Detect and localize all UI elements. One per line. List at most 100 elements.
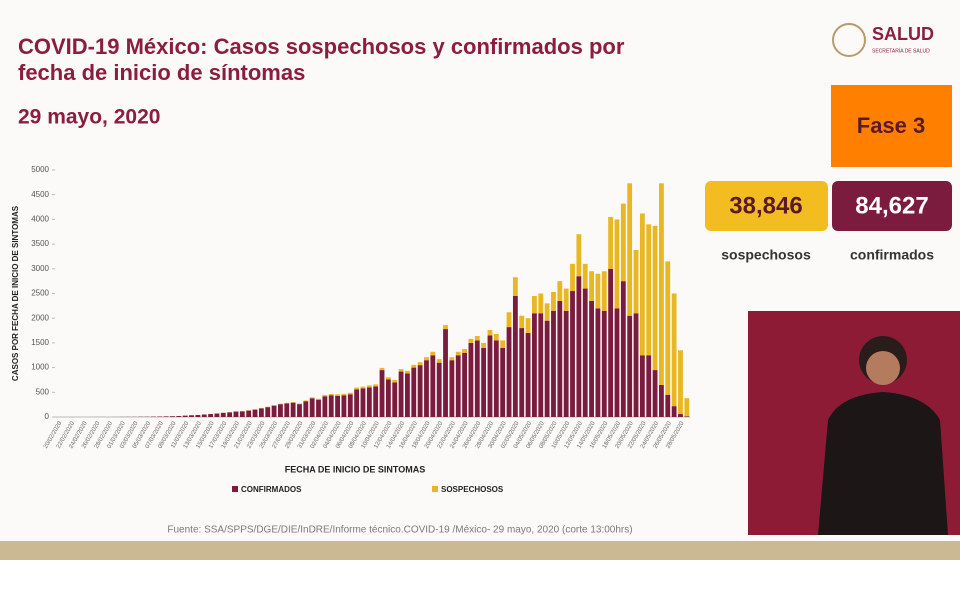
bar-segment <box>608 216 614 269</box>
bar-segment <box>500 347 506 417</box>
bar-segment <box>455 355 461 417</box>
bar-segment <box>506 312 512 328</box>
bar-segment <box>570 263 575 292</box>
confirmados-label: confirmados <box>850 247 934 263</box>
bar-segment <box>328 395 334 417</box>
bar-segment <box>665 394 671 417</box>
confirmados-total: 84,627 <box>855 192 928 219</box>
bar-segment <box>398 369 404 372</box>
bar-segment <box>417 365 423 417</box>
y-tick-label: 500 <box>36 387 50 396</box>
y-tick-label: 1500 <box>31 338 49 347</box>
legend-label: SOSPECHOSOS <box>441 485 504 494</box>
y-tick-label: 3500 <box>31 239 49 248</box>
bar-segment <box>576 276 582 417</box>
logo-emblem <box>832 23 866 57</box>
bar-segment <box>316 398 321 400</box>
bar-segment <box>576 234 582 277</box>
bar-segment <box>385 379 391 417</box>
bar-segment <box>436 359 442 363</box>
bar-segment <box>341 395 347 417</box>
sospechosos-label: sospechosos <box>721 247 811 263</box>
bar-segment <box>601 310 607 417</box>
bar-segment <box>474 335 480 341</box>
bar-segment <box>189 415 194 417</box>
bar-segment <box>633 250 639 314</box>
y-tick-label: 0 <box>45 412 50 421</box>
bar-segment <box>182 415 188 417</box>
legend-swatch <box>232 486 238 492</box>
bar-segment <box>411 364 417 368</box>
bar-segment <box>582 288 588 417</box>
bar-segment <box>493 334 499 341</box>
bar-segment <box>595 308 601 417</box>
bar-segment <box>512 295 518 417</box>
bar-segment <box>538 313 544 417</box>
bar-segment <box>512 277 518 296</box>
bar-segment <box>411 367 417 417</box>
x-axis-title: FECHA DE INICIO DE SINTOMAS <box>285 464 426 474</box>
bar-segment <box>354 389 360 417</box>
bar-segment <box>201 414 207 417</box>
bar-segment <box>532 295 537 314</box>
bar-segment <box>398 371 404 417</box>
bar-segment <box>449 357 455 361</box>
bar-segment <box>392 379 398 383</box>
bar-segment <box>392 382 398 417</box>
bar-segment <box>297 403 302 405</box>
bar-segment <box>335 395 340 417</box>
legend-label: CONFIRMADOS <box>241 485 302 494</box>
y-tick-label: 3000 <box>31 264 49 273</box>
y-axis-title: CASOS POR FECHA DE INICIO DE SINTOMAS <box>11 205 20 381</box>
bar-segment <box>582 263 588 289</box>
bar-segment <box>627 315 633 417</box>
interpreter-face <box>866 351 900 385</box>
bar-segment <box>417 362 423 366</box>
bar-segment <box>551 310 556 417</box>
bar-segment <box>652 225 658 371</box>
bar-segment <box>525 333 531 417</box>
phase-box <box>831 85 952 167</box>
bar-segment <box>519 328 525 417</box>
bar-segment <box>284 403 290 417</box>
bar-segment <box>678 414 683 417</box>
bar-segment <box>322 395 328 397</box>
bar-segment <box>487 335 493 417</box>
bar-segment <box>443 325 448 330</box>
bar-segment <box>373 386 379 417</box>
bar-segment <box>468 342 474 417</box>
bar-segment <box>246 410 252 417</box>
bar-segment <box>646 224 652 356</box>
bar-segment <box>385 377 391 380</box>
bar-segment <box>373 384 379 387</box>
bar-segment <box>233 411 239 417</box>
bar-segment <box>500 340 506 348</box>
bar-segment <box>443 329 448 417</box>
bar-segment <box>639 213 645 356</box>
bar-segment <box>252 409 258 417</box>
interpreter-body <box>818 392 948 535</box>
bar-segment <box>303 400 309 402</box>
bar-segment <box>671 406 677 417</box>
bar-segment <box>589 271 594 301</box>
bar-segment <box>290 402 296 403</box>
bar-segment <box>462 352 467 417</box>
bar-segment <box>424 357 429 361</box>
bar-segment <box>360 386 366 389</box>
source: Fuente: SSA/SPPS/DGE/DIE/InDRE/Informe t… <box>167 525 632 536</box>
bar-segment <box>227 412 233 417</box>
sospechosos-box <box>705 181 828 231</box>
bar-segment <box>309 398 315 417</box>
bar-segment <box>405 370 410 374</box>
bar-segment <box>424 360 429 417</box>
bar-segment <box>544 320 550 417</box>
bar-segment <box>620 203 626 282</box>
bar-segment <box>671 293 677 407</box>
y-tick-label: 1000 <box>31 363 49 372</box>
bar-segment <box>360 388 366 417</box>
bar-segment <box>170 416 175 417</box>
bar-segment <box>633 313 639 417</box>
bar-segment <box>563 310 569 417</box>
bar-segment <box>265 407 271 417</box>
